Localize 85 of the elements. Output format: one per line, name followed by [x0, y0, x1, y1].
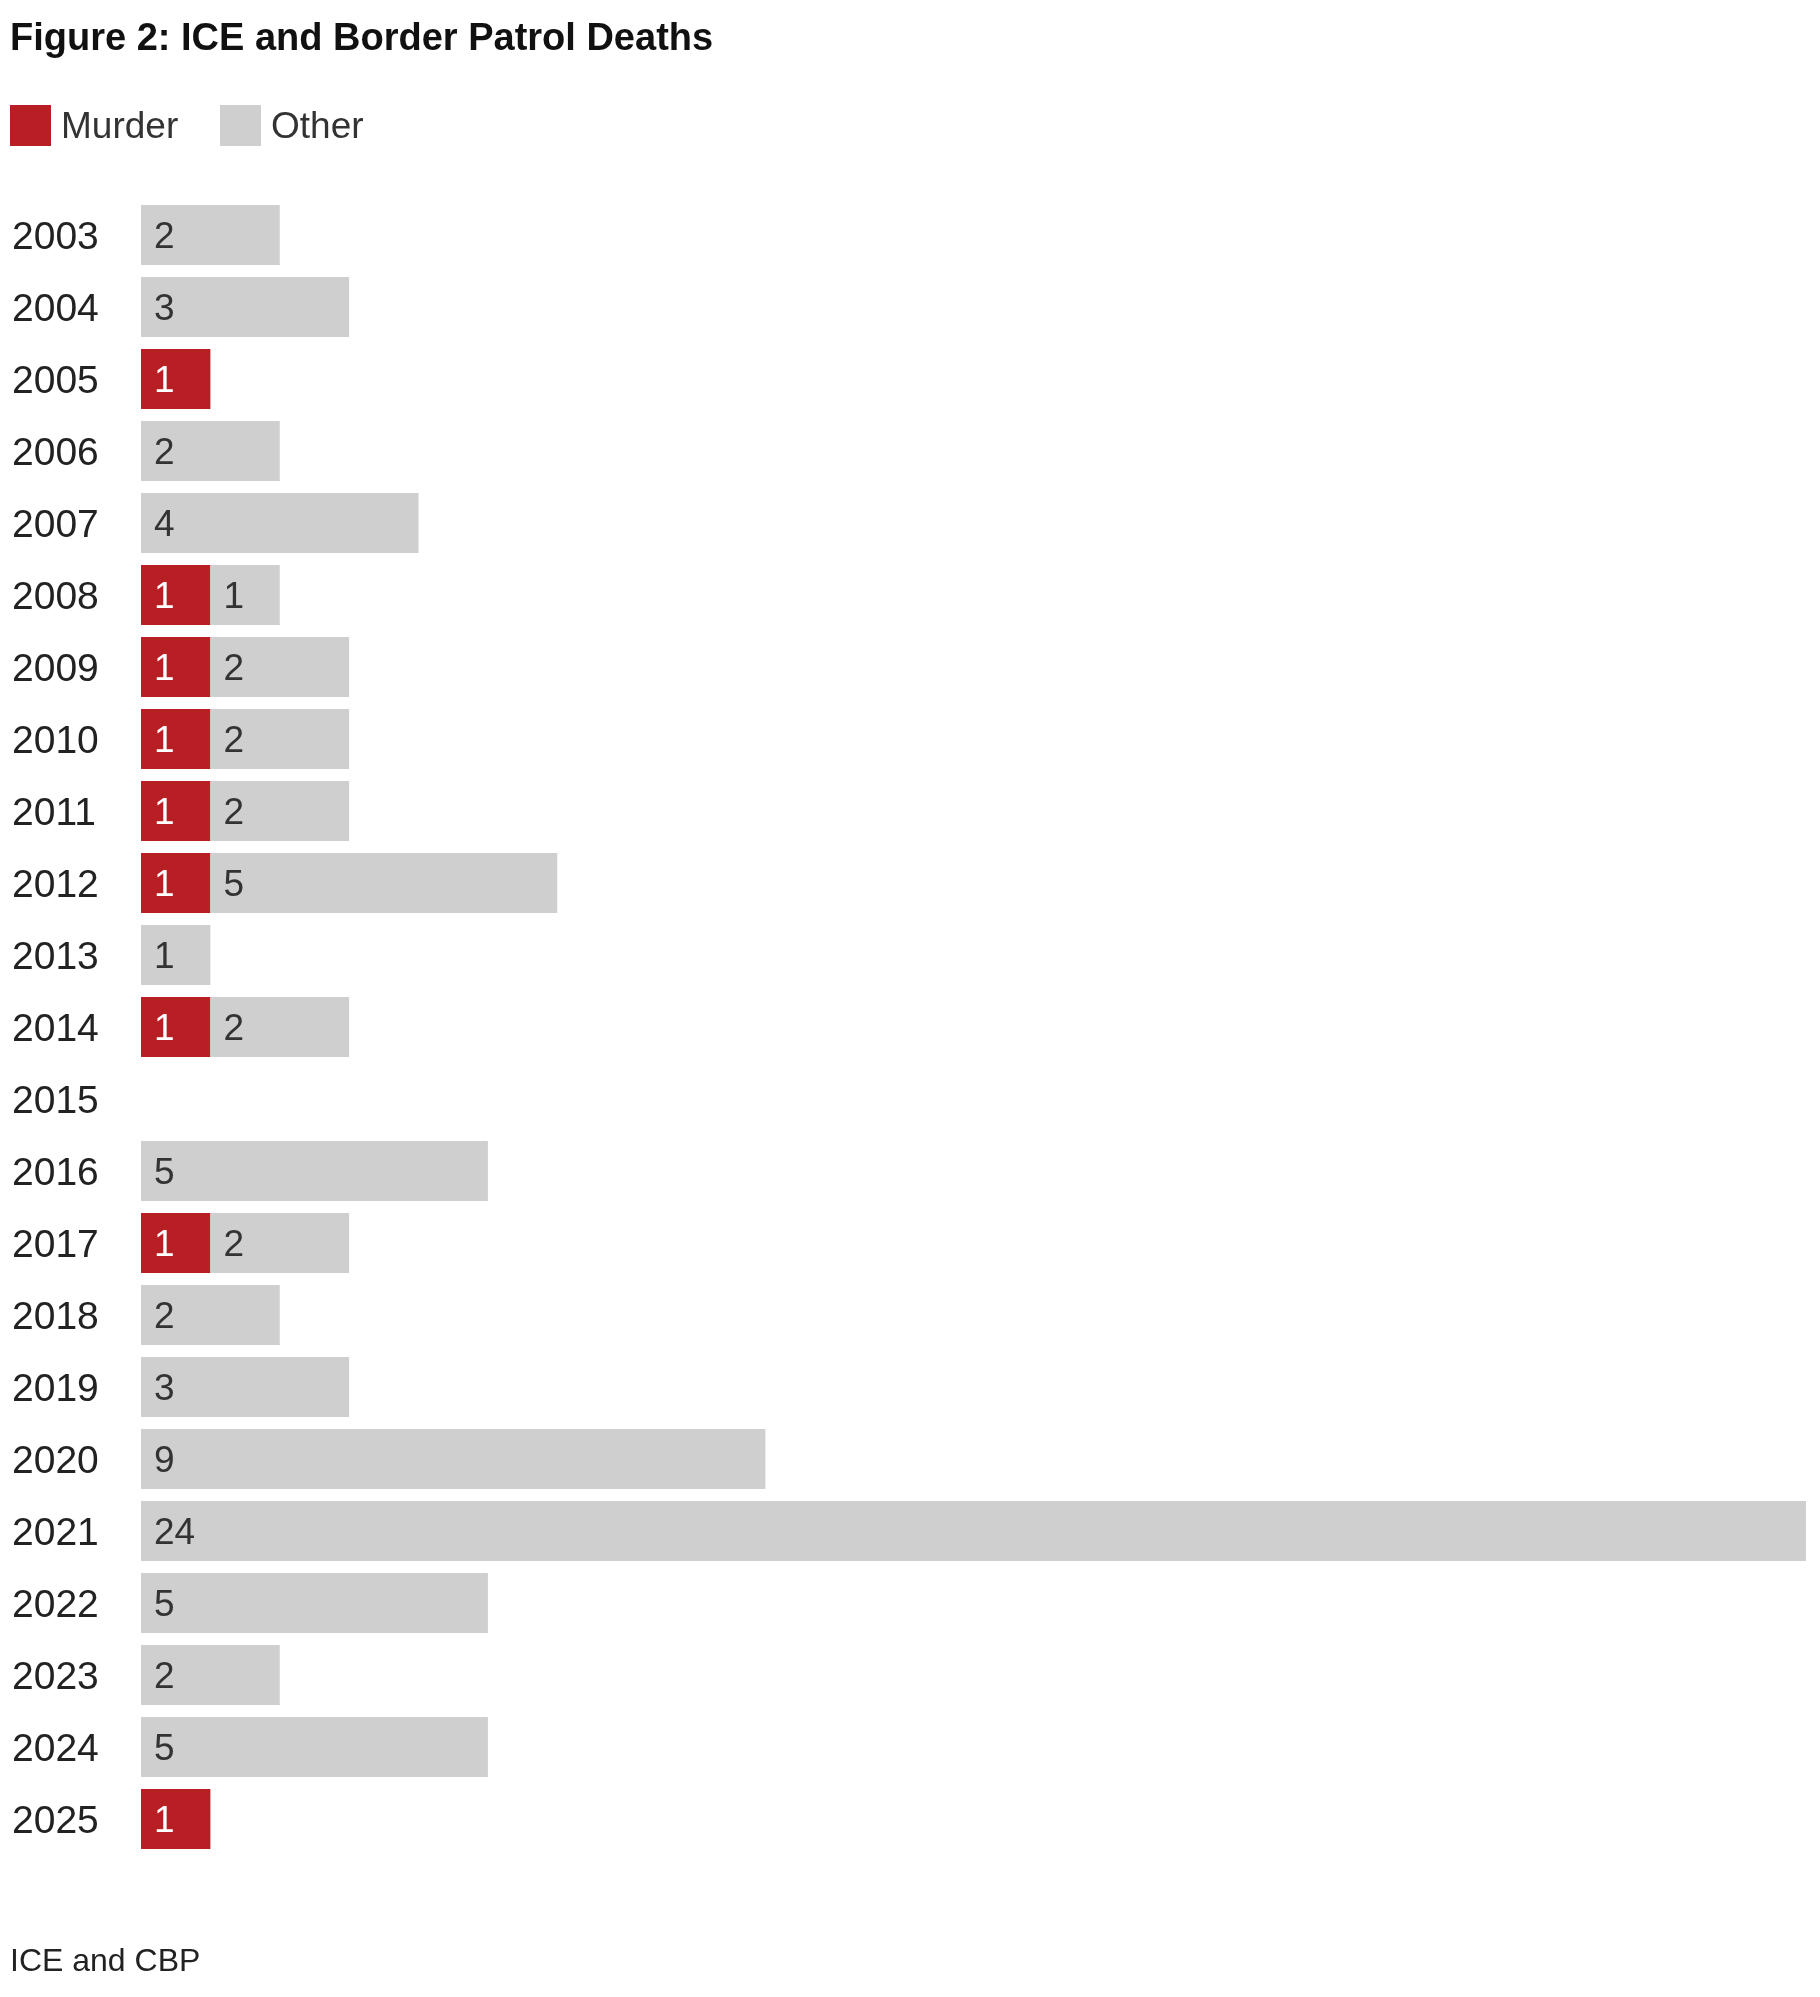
- bar: [141, 493, 419, 553]
- chart-title: Figure 2: ICE and Border Patrol Deaths: [10, 16, 714, 58]
- y-tick-label: 2009: [12, 646, 99, 689]
- data-label: 4: [154, 503, 175, 544]
- bar: [141, 1357, 350, 1417]
- data-label: 2: [223, 1223, 244, 1264]
- y-tick-label: 2005: [12, 358, 99, 401]
- y-tick-label: 2012: [12, 862, 99, 905]
- y-tick-label: 2011: [12, 790, 96, 833]
- y-tick-label: 2003: [12, 214, 99, 257]
- y-tick-label: 2008: [12, 574, 99, 617]
- data-label: 1: [154, 935, 175, 976]
- bar: [141, 565, 211, 625]
- y-tick-label: 2007: [12, 502, 99, 545]
- data-label: 2: [154, 1295, 175, 1336]
- legend-label: Murder: [61, 105, 179, 146]
- y-tick-label: 2020: [12, 1438, 99, 1481]
- data-label: 5: [154, 1583, 175, 1624]
- y-tick-label: 2015: [12, 1078, 99, 1121]
- data-label: 1: [154, 791, 175, 832]
- data-label: 1: [154, 1799, 175, 1840]
- bar: [141, 781, 211, 841]
- bar: [210, 565, 280, 625]
- data-label: 1: [154, 719, 175, 760]
- bar: [141, 1717, 488, 1777]
- bar: [141, 709, 211, 769]
- legend-label: Other: [271, 105, 364, 146]
- y-tick-label: 2006: [12, 430, 99, 473]
- bar: [210, 637, 350, 697]
- bar: [141, 421, 280, 481]
- y-tick-label: 2019: [12, 1366, 99, 1409]
- bar: [141, 1285, 280, 1345]
- bar: [210, 997, 350, 1057]
- data-label: 3: [154, 1367, 175, 1408]
- bar: [141, 925, 211, 985]
- y-tick-label: 2025: [12, 1798, 99, 1841]
- y-tick-label: 2016: [12, 1150, 99, 1193]
- bar: [141, 205, 280, 265]
- y-tick-label: 2018: [12, 1294, 99, 1337]
- bar: [141, 1141, 488, 1201]
- bar: [141, 637, 211, 697]
- bar: [210, 1213, 350, 1273]
- y-tick-label: 2022: [12, 1582, 99, 1625]
- data-label: 2: [223, 719, 244, 760]
- bar: [141, 1573, 488, 1633]
- y-tick-label: 2021: [12, 1510, 99, 1553]
- data-label: 1: [154, 647, 175, 688]
- bar: [141, 349, 211, 409]
- bar: [210, 853, 558, 913]
- data-label: 1: [154, 863, 175, 904]
- data-label: 1: [154, 575, 175, 616]
- data-label: 1: [154, 1007, 175, 1048]
- y-tick-label: 2013: [12, 934, 99, 977]
- data-label: 1: [154, 1223, 175, 1264]
- data-label: 1: [154, 359, 175, 400]
- bar: [141, 997, 211, 1057]
- data-label: 2: [154, 431, 175, 472]
- bar: [141, 853, 211, 913]
- bar: [141, 1213, 211, 1273]
- y-tick-label: 2024: [12, 1726, 99, 1769]
- data-label: 2: [223, 647, 244, 688]
- text: ICE and CBP: [10, 1942, 201, 1978]
- data-label: 5: [223, 863, 244, 904]
- bar: [141, 1501, 1806, 1561]
- y-tick-label: 2023: [12, 1654, 99, 1697]
- data-label: 2: [223, 1007, 244, 1048]
- bar: [141, 1429, 766, 1489]
- data-label: 5: [154, 1727, 175, 1768]
- y-tick-label: 2014: [12, 1006, 99, 1049]
- data-label: 3: [154, 287, 175, 328]
- data-label: 2: [223, 791, 244, 832]
- data-label: 2: [154, 1655, 175, 1696]
- bar: [210, 709, 350, 769]
- y-tick-label: 2017: [12, 1222, 99, 1265]
- y-tick-label: 2010: [12, 718, 99, 761]
- bar: [141, 1789, 211, 1849]
- data-label: 24: [154, 1511, 196, 1552]
- data-label: 9: [154, 1439, 175, 1480]
- bar: [141, 1645, 280, 1705]
- y-tick-label: 2004: [12, 286, 99, 329]
- data-label: 2: [154, 215, 175, 256]
- data-label: 1: [223, 575, 244, 616]
- bar: [141, 277, 350, 337]
- data-label: 5: [154, 1151, 175, 1192]
- bar: [210, 781, 350, 841]
